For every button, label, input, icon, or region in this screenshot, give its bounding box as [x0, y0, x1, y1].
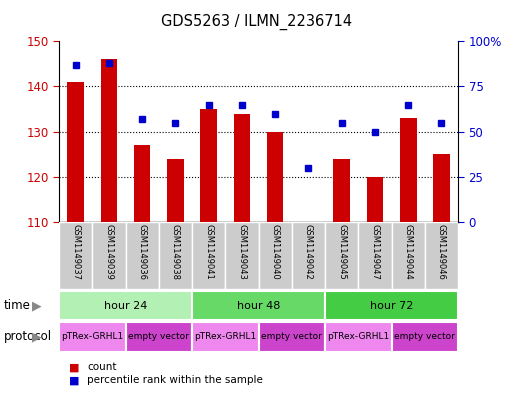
Text: GSM1149039: GSM1149039 — [104, 224, 113, 280]
Text: hour 72: hour 72 — [370, 301, 413, 310]
Text: GSM1149046: GSM1149046 — [437, 224, 446, 280]
Bar — [192, 222, 225, 289]
Text: pTRex-GRHL1: pTRex-GRHL1 — [61, 332, 124, 342]
Text: GSM1149045: GSM1149045 — [337, 224, 346, 280]
Text: pTRex-GRHL1: pTRex-GRHL1 — [327, 332, 389, 342]
Bar — [400, 118, 417, 222]
Bar — [292, 222, 325, 289]
Bar — [59, 222, 92, 289]
Bar — [134, 145, 150, 222]
Text: GSM1149036: GSM1149036 — [137, 224, 147, 280]
Text: GSM1149043: GSM1149043 — [238, 224, 246, 280]
Text: empty vector: empty vector — [394, 332, 455, 342]
Bar — [201, 109, 217, 222]
Bar — [259, 222, 292, 289]
Bar — [101, 59, 117, 222]
Text: time: time — [4, 299, 31, 312]
Text: GSM1149044: GSM1149044 — [404, 224, 413, 280]
Bar — [192, 291, 325, 320]
Bar — [358, 222, 391, 289]
Bar — [333, 159, 350, 222]
Text: protocol: protocol — [4, 331, 52, 343]
Text: GSM1149038: GSM1149038 — [171, 224, 180, 280]
Bar — [233, 114, 250, 222]
Bar — [59, 322, 126, 352]
Bar — [225, 222, 259, 289]
Bar — [192, 322, 259, 352]
Text: empty vector: empty vector — [262, 332, 322, 342]
Text: hour 24: hour 24 — [104, 301, 147, 310]
Bar — [126, 222, 159, 289]
Text: GSM1149042: GSM1149042 — [304, 224, 313, 280]
Bar — [259, 322, 325, 352]
Bar — [267, 132, 284, 222]
Text: GDS5263 / ILMN_2236714: GDS5263 / ILMN_2236714 — [161, 14, 352, 30]
Text: pTRex-GRHL1: pTRex-GRHL1 — [194, 332, 256, 342]
Bar — [167, 159, 184, 222]
Text: ■: ■ — [69, 375, 80, 386]
Text: GSM1149037: GSM1149037 — [71, 224, 80, 280]
Text: hour 48: hour 48 — [237, 301, 280, 310]
Bar — [126, 322, 192, 352]
Bar — [367, 177, 383, 222]
Text: GSM1149047: GSM1149047 — [370, 224, 380, 280]
Bar — [325, 322, 391, 352]
Text: percentile rank within the sample: percentile rank within the sample — [87, 375, 263, 386]
Text: ▶: ▶ — [32, 299, 42, 312]
Text: ■: ■ — [69, 362, 80, 373]
Bar — [325, 291, 458, 320]
Bar — [159, 222, 192, 289]
Bar — [425, 222, 458, 289]
Text: count: count — [87, 362, 117, 373]
Text: GSM1149040: GSM1149040 — [271, 224, 280, 280]
Bar — [391, 222, 425, 289]
Bar — [67, 82, 84, 222]
Bar — [92, 222, 126, 289]
Bar — [325, 222, 358, 289]
Text: ▶: ▶ — [32, 331, 42, 343]
Bar — [391, 322, 458, 352]
Text: GSM1149041: GSM1149041 — [204, 224, 213, 280]
Bar — [59, 291, 192, 320]
Text: empty vector: empty vector — [128, 332, 189, 342]
Bar — [433, 154, 450, 222]
